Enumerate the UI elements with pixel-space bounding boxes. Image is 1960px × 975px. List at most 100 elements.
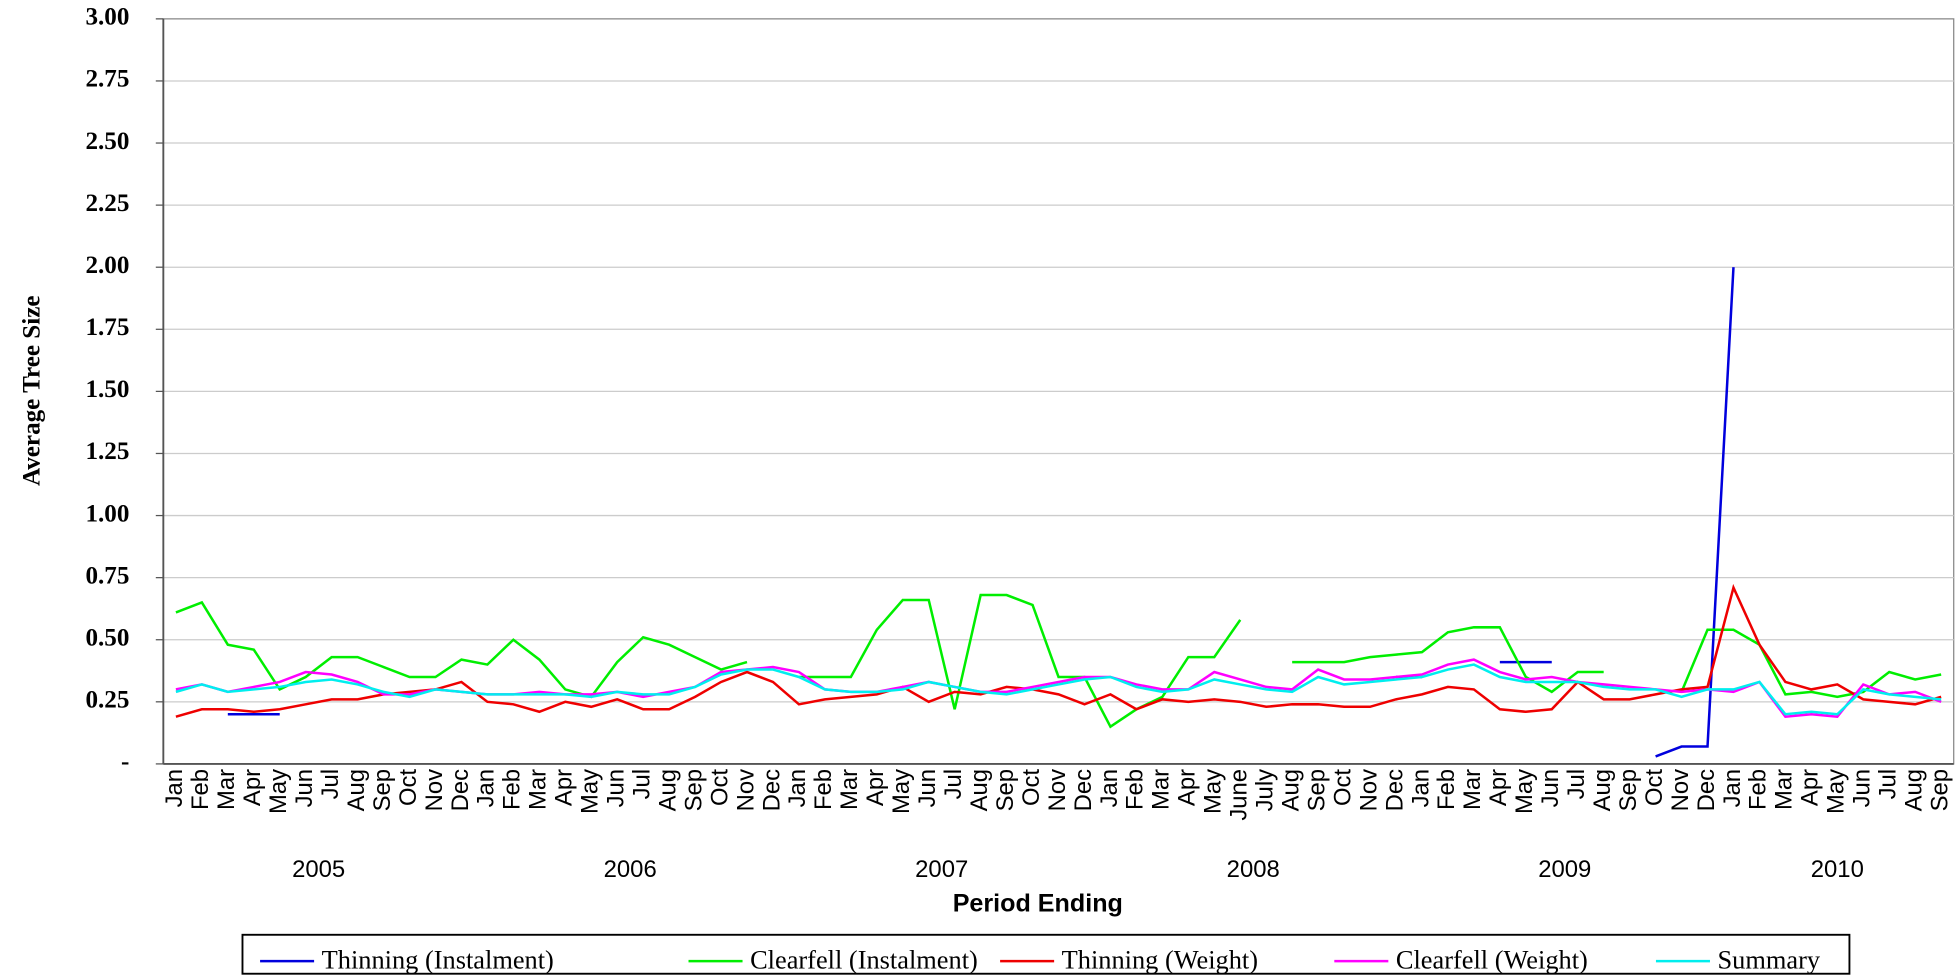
x-tick-label: Jun xyxy=(914,769,941,807)
legend-label: Thinning (Weight) xyxy=(1062,944,1258,974)
x-tick-label: Feb xyxy=(810,769,837,810)
x-tick-label: Jan xyxy=(1096,769,1123,807)
x-tick-label: Jan xyxy=(1407,769,1434,807)
legend-label: Thinning (Instalment) xyxy=(322,944,554,974)
year-label: 2005 xyxy=(292,856,345,883)
x-tick-label: Oct xyxy=(1641,769,1668,806)
x-tick-label: May xyxy=(1823,769,1850,814)
series-line xyxy=(175,583,1942,718)
y-tick-label: 1.25 xyxy=(85,438,129,465)
x-tick-label: Apr xyxy=(1485,769,1512,806)
x-tick-label: May xyxy=(265,769,292,814)
y-tick-label: 2.00 xyxy=(85,252,129,279)
series-line xyxy=(175,663,1942,716)
y-tick-label: 1.00 xyxy=(85,500,129,527)
x-tick-label: Dec xyxy=(1693,769,1720,811)
x-tick-label: Nov xyxy=(421,769,448,811)
x-tick-label: Feb xyxy=(1745,769,1772,810)
year-label: 2009 xyxy=(1538,856,1591,883)
x-tick-label: Mar xyxy=(525,769,552,810)
x-tick-label: Aug xyxy=(1589,769,1616,811)
series-line xyxy=(1292,626,1604,694)
y-tick-label: 2.75 xyxy=(85,66,129,93)
x-tick-label: Jun xyxy=(603,769,630,807)
x-tick-label: Jun xyxy=(1537,769,1564,807)
x-tick-label: Apr xyxy=(1797,769,1824,806)
x-tick-label: Aug xyxy=(654,769,681,811)
x-tick-label: Feb xyxy=(1122,769,1149,810)
x-tick-label: May xyxy=(577,769,604,814)
x-tick-label: Jun xyxy=(291,769,318,807)
x-tick-label: Jul xyxy=(628,769,655,800)
legend-label: Clearfell (Instalment) xyxy=(750,944,978,974)
x-tick-label: Jan xyxy=(473,769,500,807)
x-tick-label: Jun xyxy=(1849,769,1876,807)
x-tick-label: Aug xyxy=(966,769,993,811)
x-tick-label: Jul xyxy=(1563,769,1590,800)
series-line xyxy=(1655,267,1735,758)
y-tick-label: 1.50 xyxy=(85,376,129,403)
x-tick-label: Oct xyxy=(1329,769,1356,806)
y-tick-label: 3.00 xyxy=(85,4,129,31)
x-tick-label: Jul xyxy=(940,769,967,800)
x-tick-label: Nov xyxy=(1044,769,1071,811)
x-tick-label: Oct xyxy=(1018,769,1045,806)
x-tick-label: Jul xyxy=(317,769,344,800)
year-label: 2007 xyxy=(915,856,968,883)
x-tick-label: Jan xyxy=(161,769,188,807)
year-label: 2010 xyxy=(1811,856,1864,883)
year-label: 2006 xyxy=(604,856,657,883)
x-axis-title: Period Ending xyxy=(953,889,1123,917)
y-axis-title: Average Tree Size xyxy=(19,295,46,486)
x-tick-label: Oct xyxy=(706,769,733,806)
x-tick-label: Apr xyxy=(239,769,266,806)
legend-label: Clearfell (Weight) xyxy=(1396,944,1588,974)
x-tick-label: Jan xyxy=(784,769,811,807)
x-tick-label: Mar xyxy=(213,769,240,810)
series-line xyxy=(798,593,1242,729)
x-tick-label: Apr xyxy=(862,769,889,806)
x-tick-label: Mar xyxy=(1771,769,1798,810)
x-tick-label: May xyxy=(1511,769,1538,814)
y-tick-label: 0.50 xyxy=(85,625,129,652)
x-tick-label: Dec xyxy=(1381,769,1408,811)
x-tick-label: Sep xyxy=(1303,769,1330,811)
x-tick-label: Mar xyxy=(1459,769,1486,810)
y-tick-label: 1.75 xyxy=(85,314,129,341)
x-tick-label: Mar xyxy=(836,769,863,810)
y-tick-label: 2.50 xyxy=(85,128,129,155)
x-tick-label: Feb xyxy=(187,769,214,810)
x-tick-label: Aug xyxy=(1277,769,1304,811)
x-tick-label: Apr xyxy=(551,769,578,806)
x-tick-label: Sep xyxy=(1926,769,1953,811)
y-tick-label: - xyxy=(121,749,129,776)
x-tick-label: Dec xyxy=(1070,769,1097,811)
y-tick-label: 0.75 xyxy=(85,562,129,589)
x-tick-label: Dec xyxy=(447,769,474,811)
x-tick-label: Jul xyxy=(1875,769,1902,800)
x-tick-label: Sep xyxy=(992,769,1019,811)
legend xyxy=(241,933,1851,975)
x-tick-label: Nov xyxy=(1355,769,1382,811)
x-tick-label: Aug xyxy=(343,769,370,811)
y-tick-label: 2.25 xyxy=(85,190,129,217)
x-tick-label: Aug xyxy=(1901,769,1928,811)
legend-label: Summary xyxy=(1718,944,1821,974)
x-tick-label: May xyxy=(1200,769,1227,814)
x-tick-label: June xyxy=(1226,769,1253,821)
series-line xyxy=(175,600,748,699)
series-line xyxy=(1680,628,1942,699)
x-tick-label: Feb xyxy=(1433,769,1460,810)
x-tick-label: Feb xyxy=(499,769,526,810)
x-tick-label: May xyxy=(888,769,915,814)
x-tick-label: Dec xyxy=(758,769,785,811)
x-tick-label: Sep xyxy=(680,769,707,811)
x-tick-label: Nov xyxy=(1667,769,1694,811)
x-tick-label: Nov xyxy=(732,769,759,811)
x-tick-label: Mar xyxy=(1148,769,1175,810)
x-tick-label: Jan xyxy=(1719,769,1746,807)
x-tick-label: July xyxy=(1252,769,1279,811)
y-tick-label: 0.25 xyxy=(85,687,129,714)
x-tick-label: Sep xyxy=(1615,769,1642,811)
